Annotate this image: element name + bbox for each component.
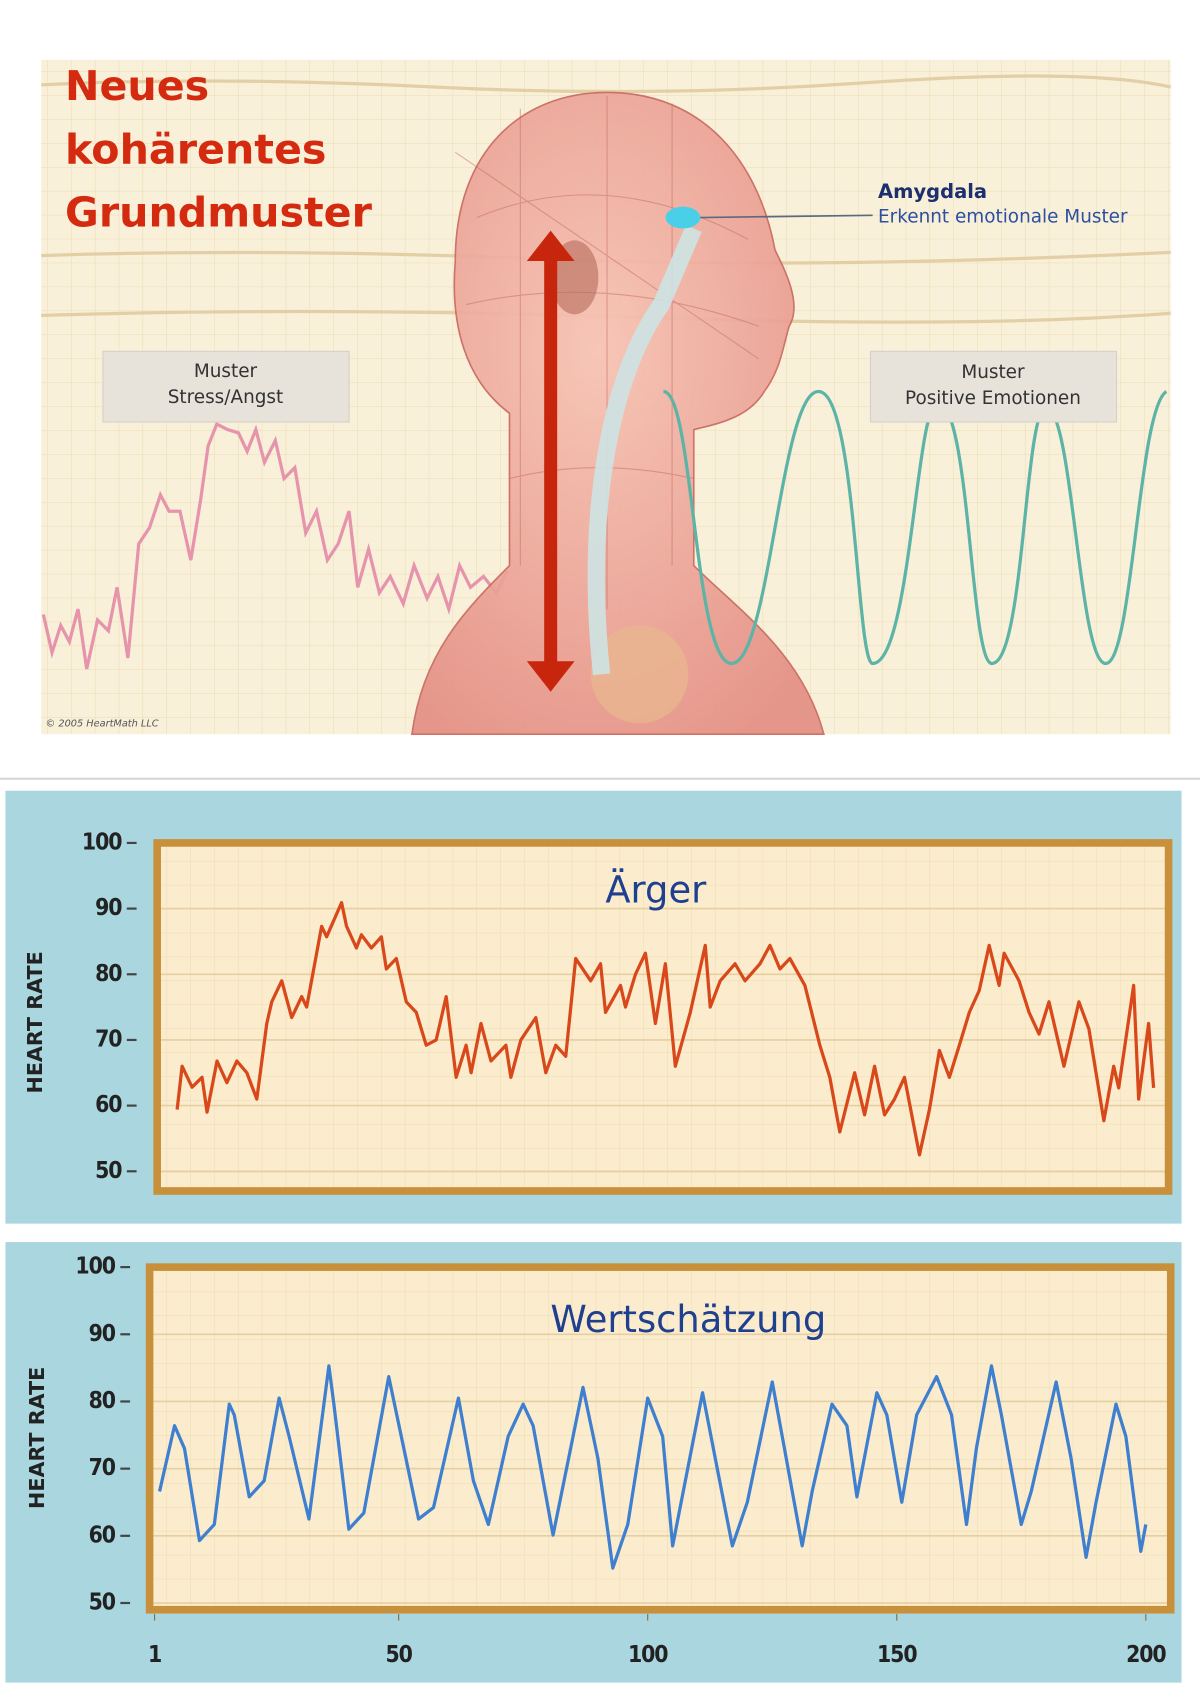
stress-wave [41, 421, 509, 670]
amygdala-description: Erkennt emotionale Muster [878, 207, 1128, 228]
plot-frame [153, 839, 1173, 1195]
heart [590, 625, 689, 724]
amygdala-connector [700, 214, 873, 219]
title-line: Grundmuster [65, 188, 373, 236]
y-tick-label: 70 [89, 1455, 116, 1481]
plot-grid [157, 842, 1169, 1191]
x-tick-label: 1 [148, 1642, 161, 1668]
x-tick-label: 200 [1126, 1642, 1166, 1668]
y-tick-label: 90 [95, 895, 122, 921]
box-text: Muster [194, 361, 258, 382]
amygdala-label: Amygdala [878, 180, 987, 203]
copyright: © 2005 HeartMath LLC [46, 718, 159, 729]
x-tick-label: 150 [877, 1642, 917, 1668]
y-tick-label: 80 [95, 961, 122, 987]
y-tick-label: 80 [89, 1388, 116, 1414]
data-line [175, 901, 1156, 1157]
chart-title: Wertschätzung [550, 1298, 826, 1341]
y-tick-label: 50 [95, 1158, 122, 1184]
chart-panel: 100 90 80 70 60 50 Ärger HEART RATE [5, 790, 1182, 1224]
y-tick-label: 70 [95, 1026, 122, 1052]
y-axis-label: HEART RATE [25, 1367, 49, 1509]
amygdala-dot [665, 206, 701, 229]
x-tick-label: 100 [628, 1642, 668, 1668]
y-tick-label: 50 [89, 1589, 116, 1615]
positive-box [869, 350, 1118, 423]
title-line: kohärentes [65, 125, 326, 173]
illustration: Neues kohärentes Grundmuster Amygdala Er… [41, 59, 1172, 735]
y-tick-label: 60 [95, 1092, 122, 1118]
box-text: Stress/Angst [168, 387, 284, 408]
y-tick-label: 60 [89, 1522, 116, 1548]
plot-frame [145, 1263, 1175, 1614]
data-line [157, 1364, 1148, 1570]
x-tick-label: 50 [385, 1642, 412, 1668]
y-tick-label: 100 [75, 1254, 115, 1280]
box-text: Positive Emotionen [905, 388, 1081, 409]
y-tick-label: 90 [89, 1321, 116, 1347]
stress-box [102, 350, 350, 423]
charts: 100 90 80 70 60 50 Ärger HEART RATE 100 90 80 70 60 5… [5, 790, 1182, 1683]
y-tick-label: 100 [82, 829, 122, 855]
title-line: Neues [65, 62, 209, 110]
box-text: Muster [961, 362, 1025, 383]
y-axis-label: HEART RATE [23, 951, 47, 1093]
nerve-path [587, 224, 702, 676]
chart-title: Ärger [605, 868, 707, 911]
